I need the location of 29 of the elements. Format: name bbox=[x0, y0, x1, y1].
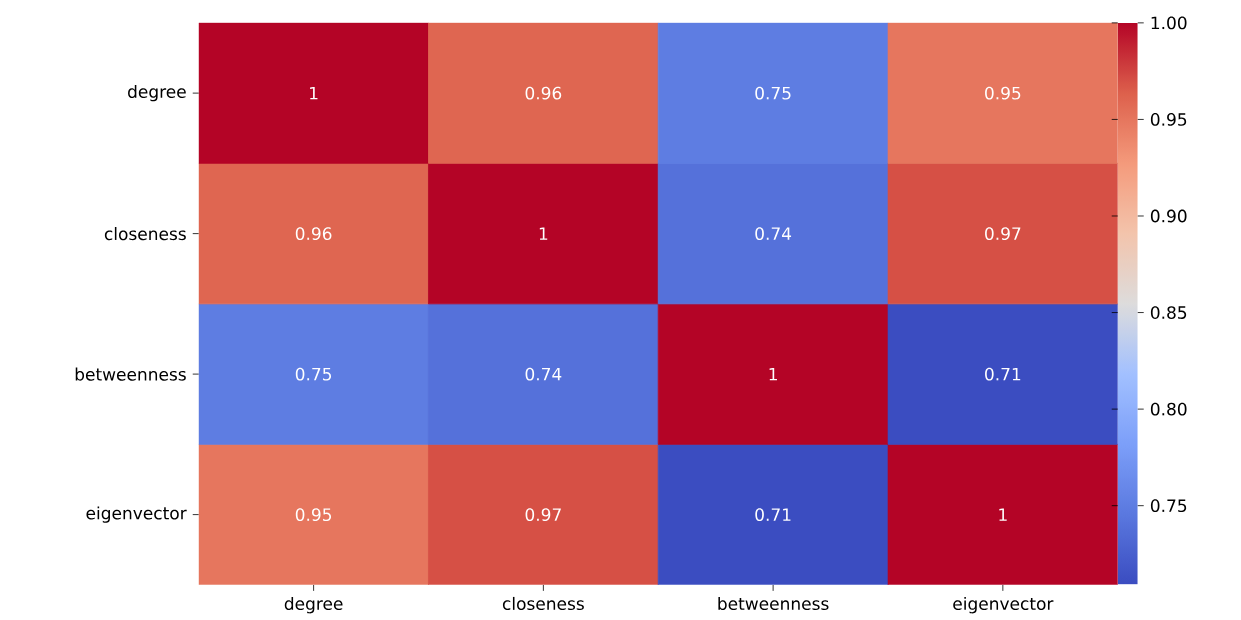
data-label: 0.95 bbox=[295, 508, 332, 522]
data-label: 1 bbox=[999, 508, 1007, 521]
data-label: 1 bbox=[539, 227, 548, 240]
color-bar-label: 0.95 bbox=[1150, 113, 1187, 126]
color-bar-label: 0.80 bbox=[1150, 402, 1187, 416]
data-label: 0.75 bbox=[295, 367, 332, 381]
data-label: 0.97 bbox=[985, 227, 1021, 241]
data-label: 1 bbox=[769, 367, 777, 381]
color-bar-label: 1.00 bbox=[1151, 16, 1187, 30]
x-tick-label: betweenness bbox=[718, 596, 829, 611]
x-tick-label: eigenvector bbox=[953, 596, 1054, 614]
data-label: 0.74 bbox=[755, 227, 792, 241]
x-tick-label: degree bbox=[284, 596, 343, 614]
x-tick-label: closeness bbox=[502, 596, 584, 611]
data-label: 0.71 bbox=[755, 508, 791, 522]
y-tick-label: closeness bbox=[104, 227, 186, 241]
data-label: 0.95 bbox=[985, 86, 1021, 100]
color-bar-label: 0.75 bbox=[1150, 499, 1187, 513]
y-tick-label: eigenvector bbox=[86, 506, 187, 523]
color-bar-label: 0.90 bbox=[1150, 209, 1187, 223]
y-tick-label: betweenness bbox=[75, 367, 186, 381]
data-label: 0.71 bbox=[985, 367, 1021, 381]
data-label: 0.75 bbox=[755, 86, 791, 100]
data-label: 0.97 bbox=[525, 508, 561, 522]
data-label: 0.74 bbox=[525, 367, 562, 381]
color-bar-label: 0.85 bbox=[1150, 306, 1187, 319]
y-tick-label: degree bbox=[128, 84, 186, 102]
data-label: 1 bbox=[310, 86, 318, 100]
data-label: 0.96 bbox=[295, 227, 332, 241]
